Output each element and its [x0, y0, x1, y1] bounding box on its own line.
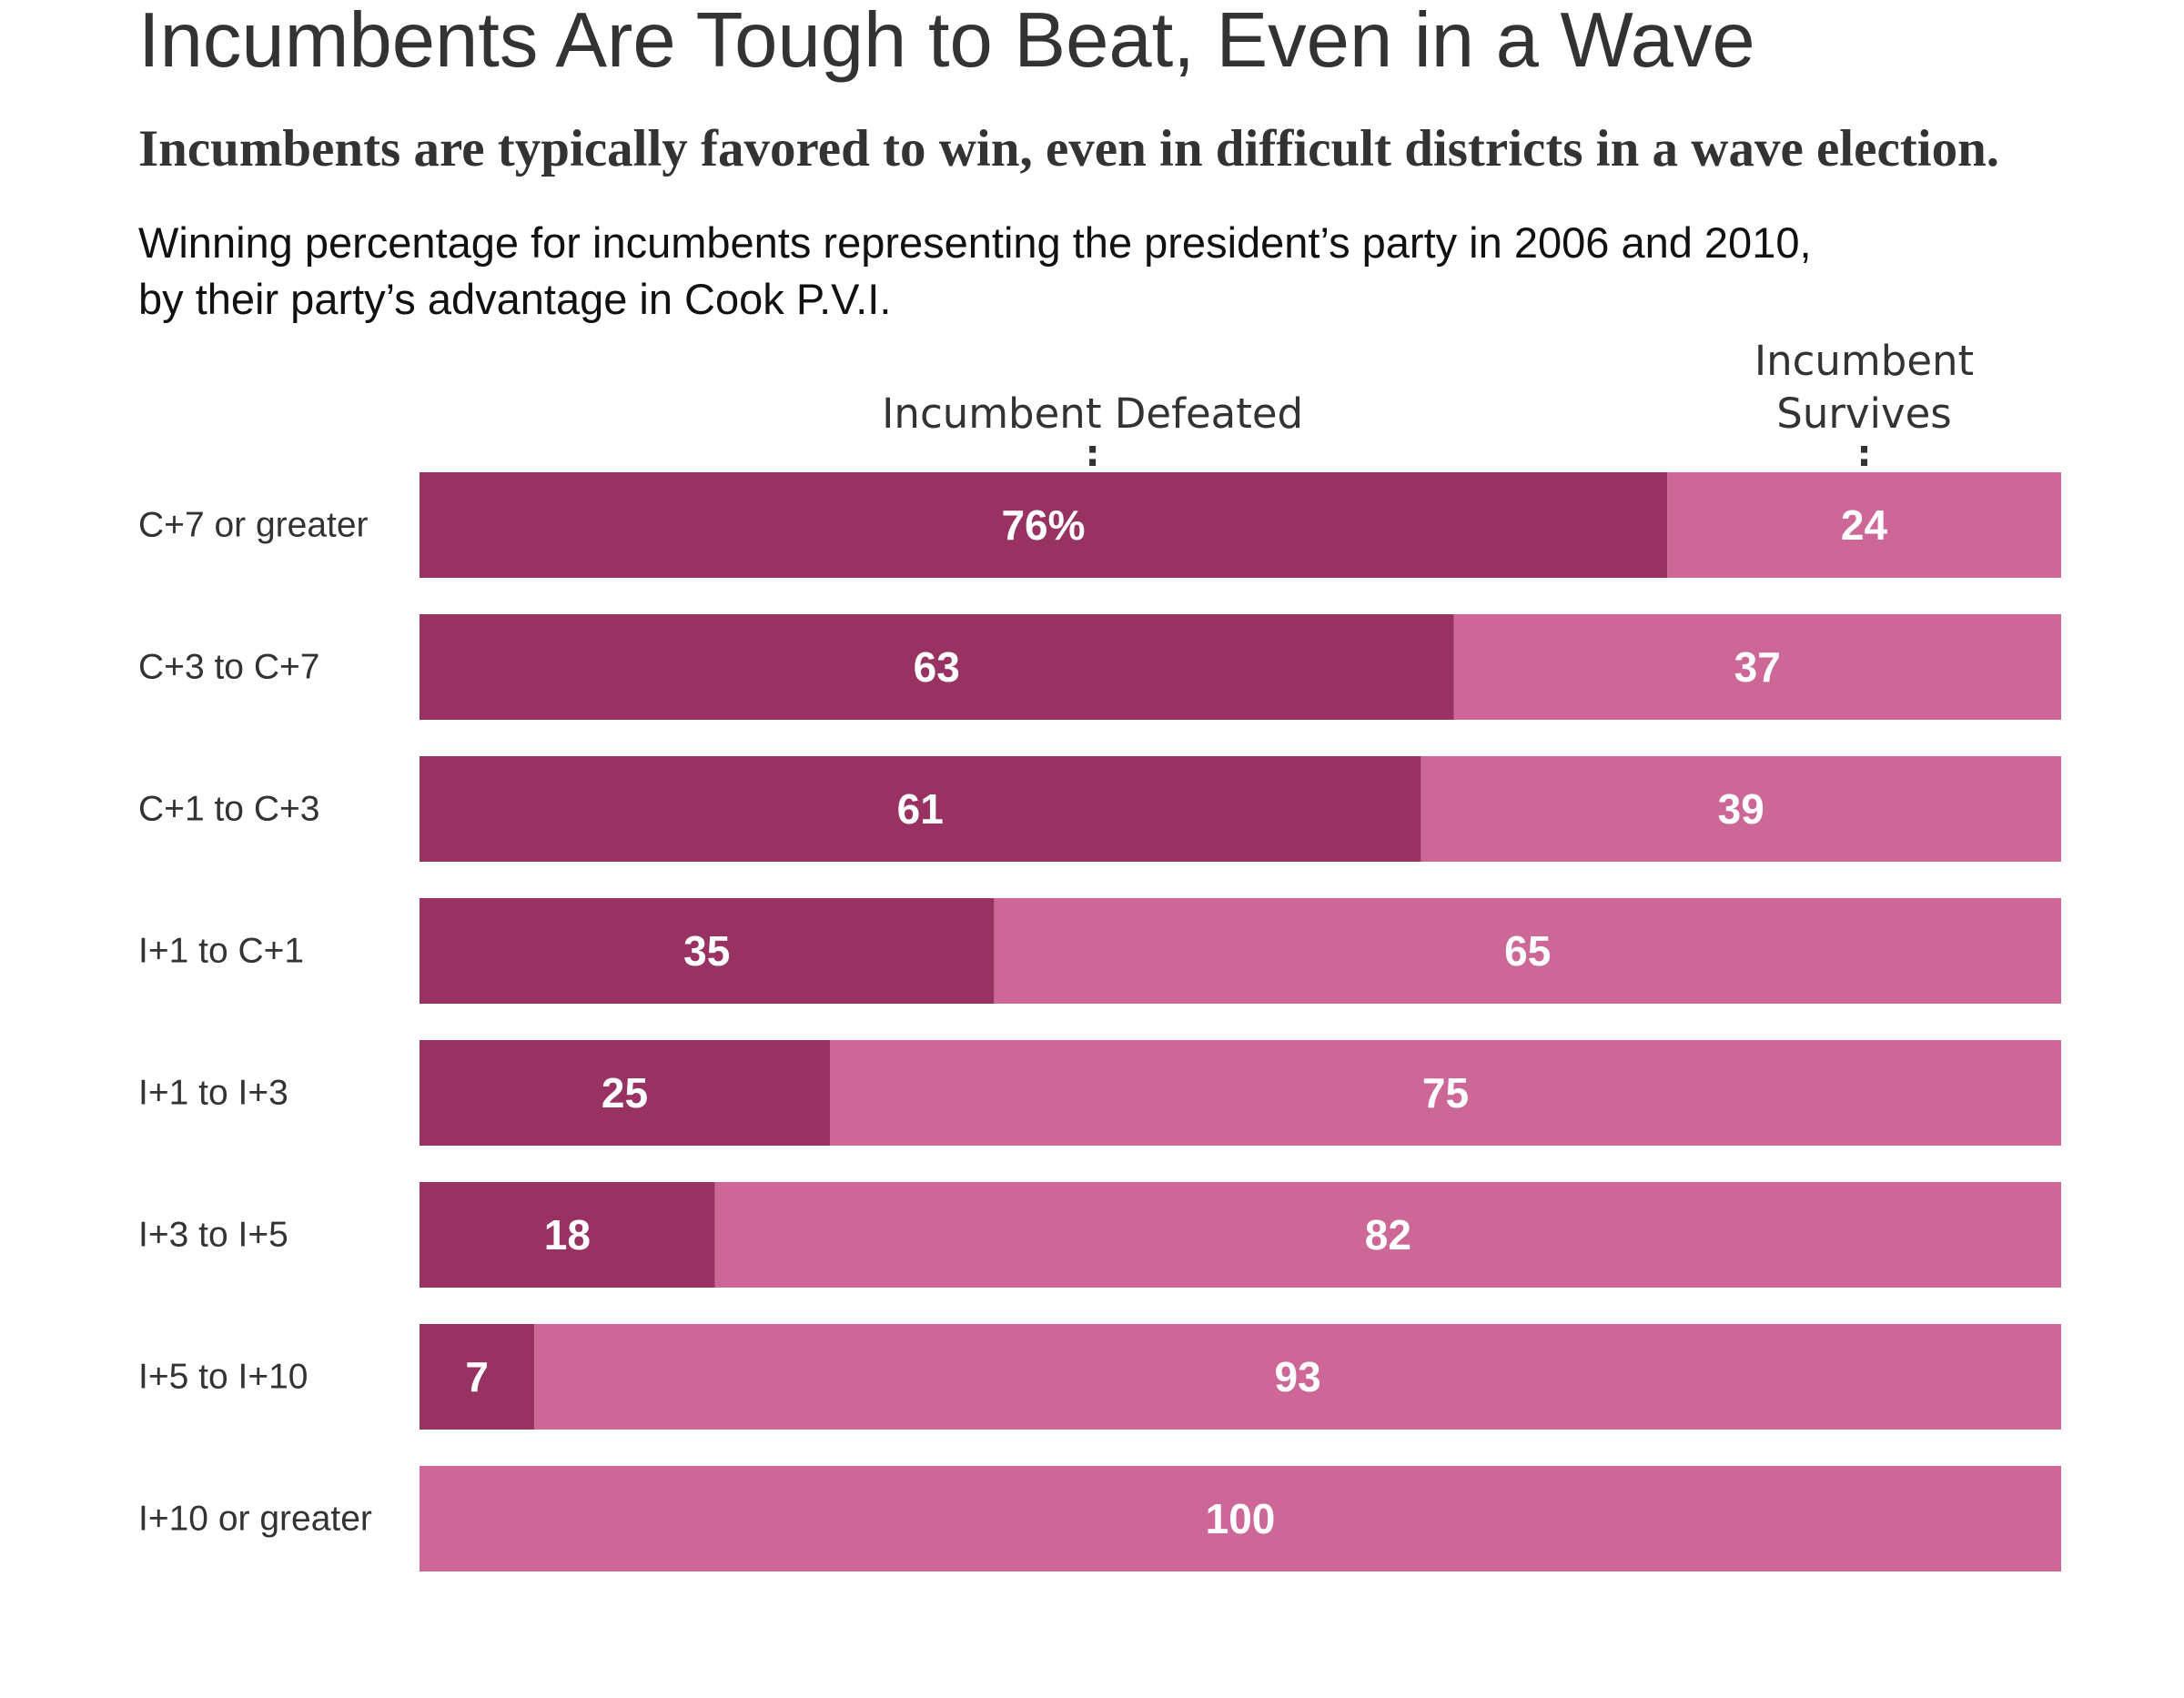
- data-label: 63: [914, 643, 960, 691]
- header-marker: :: [1086, 433, 1100, 475]
- category-label: I+3 to I+5: [138, 1216, 288, 1255]
- bar-incumbent-survives: [534, 1324, 2061, 1430]
- bar-incumbent-survives: [1667, 472, 2061, 578]
- chart-subtitle: Incumbents are typically favored to win,…: [138, 120, 2000, 177]
- bar-incumbent-survives: [1421, 756, 2061, 862]
- data-label: 18: [544, 1211, 591, 1258]
- data-label: 61: [897, 785, 944, 833]
- bar-incumbent-defeated: [420, 898, 995, 1004]
- category-label: I+10 or greater: [138, 1500, 372, 1539]
- data-label: 24: [1841, 501, 1888, 549]
- data-label: 93: [1275, 1353, 1321, 1400]
- category-label: I+1 to C+1: [138, 932, 304, 971]
- header-incumbent-survives: Incumbent: [1754, 337, 1974, 385]
- bar-incumbent-survives: [830, 1040, 2061, 1146]
- data-label: 75: [1422, 1069, 1469, 1117]
- bar-incumbent-defeated: [420, 1182, 715, 1288]
- header-incumbent-survives: Survives: [1776, 389, 1951, 438]
- data-label: 76%: [1001, 501, 1085, 549]
- bar-incumbent-defeated: [420, 1324, 535, 1430]
- data-label: 25: [602, 1069, 648, 1117]
- description-line-1: Winning percentage for incumbents repres…: [138, 218, 1812, 267]
- data-label: 39: [1718, 785, 1764, 833]
- header-incumbent-defeated: Incumbent Defeated: [882, 389, 1303, 438]
- chart-title: Incumbents Are Tough to Beat, Even in a …: [138, 0, 1755, 84]
- category-label: C+3 to C+7: [138, 648, 319, 687]
- chart-description: Winning percentage for incumbents repres…: [138, 215, 2049, 328]
- category-label: I+5 to I+10: [138, 1358, 308, 1397]
- description-line-2: by their party’s advantage in Cook P.V.I…: [138, 275, 892, 323]
- data-label: 65: [1504, 927, 1551, 975]
- bar-incumbent-defeated: [420, 472, 1668, 578]
- header-marker: :: [1857, 433, 1872, 475]
- data-label: 100: [1206, 1495, 1276, 1542]
- bar-incumbent-survives: [994, 898, 2061, 1004]
- bar-incumbent-defeated: [420, 1040, 830, 1146]
- data-label: 82: [1365, 1211, 1411, 1258]
- data-label: 35: [683, 927, 730, 975]
- bar-incumbent-defeated: [420, 614, 1454, 720]
- bar-incumbent-survives: [420, 1466, 2061, 1572]
- bar-incumbent-survives: [714, 1182, 2061, 1288]
- data-label: 37: [1734, 643, 1781, 691]
- category-label: C+7 or greater: [138, 506, 369, 545]
- category-label: C+1 to C+3: [138, 790, 319, 829]
- bar-incumbent-survives: [1453, 614, 2061, 720]
- category-label: I+1 to I+3: [138, 1074, 288, 1113]
- data-label: 7: [465, 1353, 489, 1400]
- bar-incumbent-defeated: [420, 756, 1421, 862]
